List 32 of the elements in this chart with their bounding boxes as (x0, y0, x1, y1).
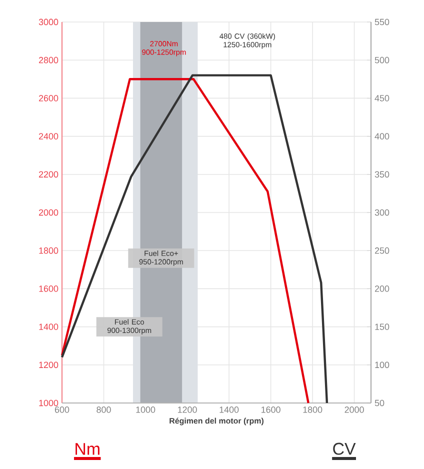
y-tick-label: 1800 (39, 247, 58, 254)
x-tick-label: 1800 (303, 406, 322, 413)
y2-tick-label: 50 (374, 400, 384, 406)
y-tick-label: 3000 (38, 18, 58, 26)
y-tick-label: 2600 (38, 95, 58, 102)
y2-tick-label: 450 (374, 95, 390, 102)
y2-tick-label: 250 (374, 247, 390, 254)
x-tick-label: 2000 (344, 406, 364, 413)
y-tick-label: 2400 (38, 133, 58, 140)
x-tick-label: 1000 (136, 406, 156, 413)
text: Nm (76, 443, 100, 455)
y-tick-label: 2200 (38, 171, 58, 178)
y2-tick-label: 150 (375, 324, 390, 330)
y2-tick-label: 350 (374, 171, 390, 178)
y-tick-label: 1600 (39, 286, 58, 292)
y2-tick-label: 300 (374, 209, 390, 216)
y2-tick-label: 100 (375, 362, 390, 368)
y-tick-label: 1400 (39, 324, 58, 330)
text: CV (333, 442, 356, 455)
y2-tick-label: 500 (374, 56, 390, 64)
x-tick-label: 600 (54, 406, 70, 413)
x-tick-label: 1600 (262, 406, 280, 413)
y-tick-label: 1000 (39, 400, 58, 406)
x-tick-label: 1400 (220, 406, 239, 413)
y2-tick-label: 400 (374, 133, 390, 140)
y-tick-label: 2000 (38, 209, 58, 216)
x-tick-label: 1200 (178, 406, 197, 413)
x-tick-label: 800 (96, 406, 111, 413)
y-tick-label: 2800 (38, 56, 58, 64)
y2-tick-label: 550 (374, 18, 390, 26)
y-tick-label: 1200 (39, 362, 58, 368)
y2-tick-label: 200 (374, 286, 390, 292)
